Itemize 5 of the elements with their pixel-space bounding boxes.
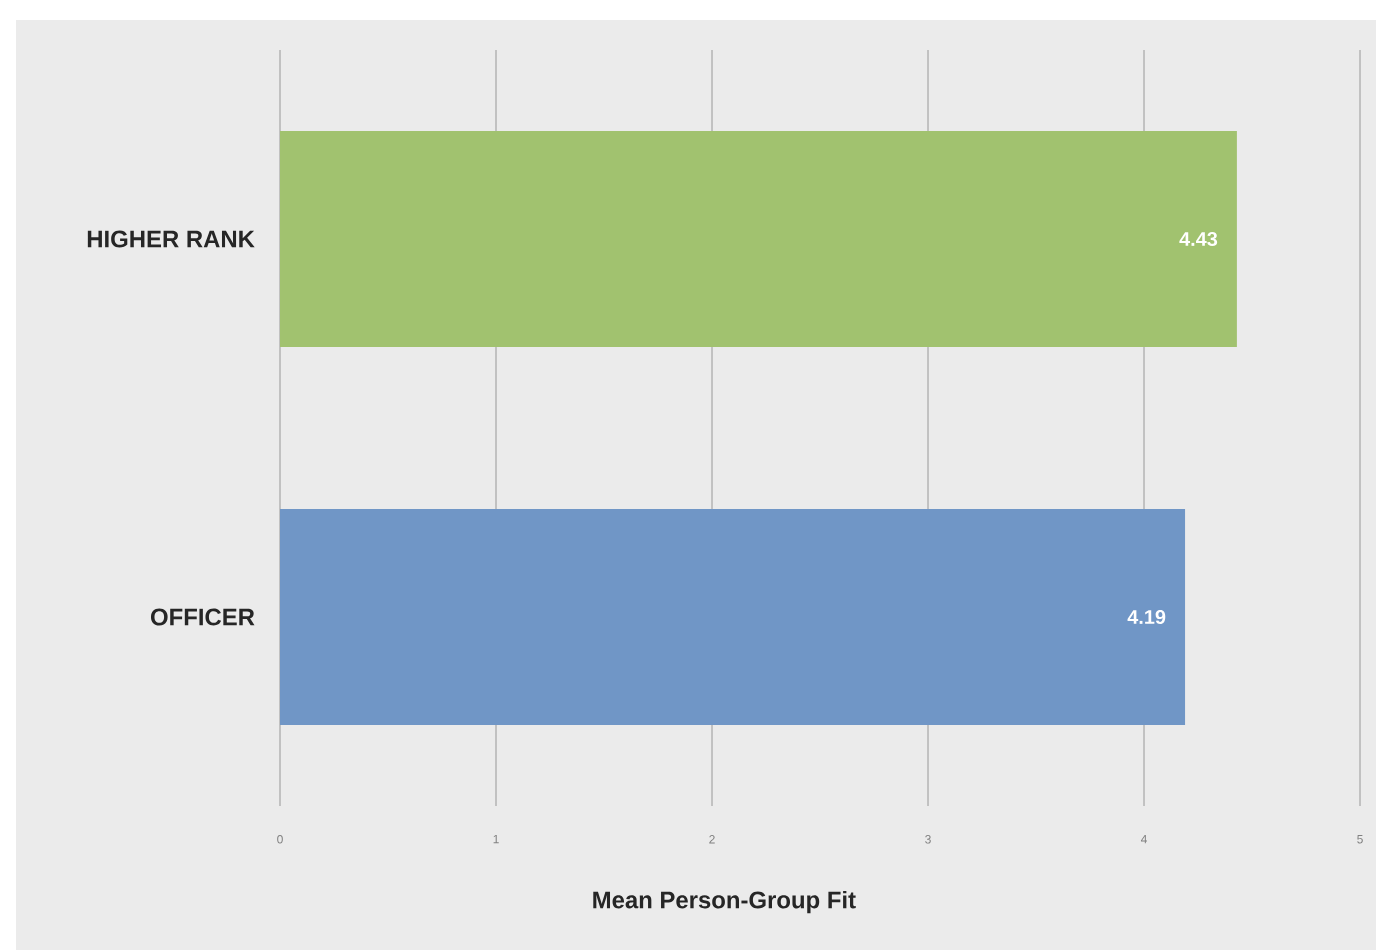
y-tick-label: OFFICER	[150, 608, 255, 626]
data-label: 4.43	[1179, 231, 1218, 247]
data-label: 4.19	[1127, 609, 1166, 625]
x-axis-title: Mean Person-Group Fit	[593, 890, 856, 914]
y-tick-label: HIGHER RANK	[87, 230, 255, 248]
